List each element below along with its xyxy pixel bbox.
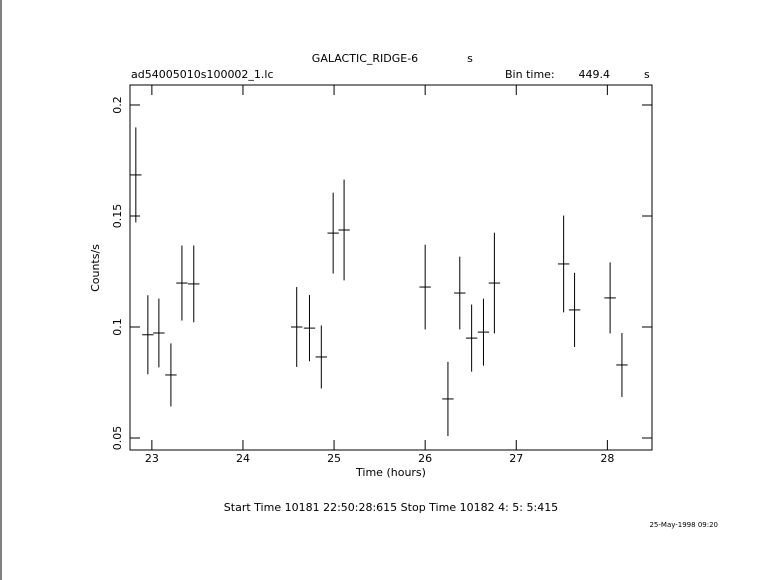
- y-tick-label: 0.05: [111, 426, 124, 451]
- y-axis-label: Counts/s: [89, 244, 102, 292]
- title-suffix: s: [467, 52, 473, 65]
- y-tick-label: 0.15: [111, 204, 124, 229]
- date: 25-May-1998 09:20: [649, 521, 718, 529]
- x-tick-label: 25: [327, 452, 341, 465]
- bin-time-unit: s: [644, 68, 650, 81]
- x-tick-label: 24: [236, 452, 250, 465]
- x-tick-label: 28: [600, 452, 614, 465]
- x-tick-label: 27: [509, 452, 523, 465]
- x-axis-label: Time (hours): [355, 466, 426, 479]
- y-tick-label: 0.1: [111, 318, 124, 336]
- x-tick-label: 23: [145, 452, 159, 465]
- plot-frame: [129, 84, 653, 451]
- bin-time: 449.4: [579, 68, 611, 81]
- file-name: ad54005010s100002_1.lc: [131, 68, 274, 81]
- chart-title: GALACTIC_RIDGE-6: [312, 52, 418, 65]
- footer: Start Time 10181 22:50:28:615 Stop Time …: [224, 501, 558, 514]
- y-tick-label: 0.2: [111, 96, 124, 114]
- x-tick-label: 26: [418, 452, 432, 465]
- bin-time-label: Bin time:: [505, 68, 555, 81]
